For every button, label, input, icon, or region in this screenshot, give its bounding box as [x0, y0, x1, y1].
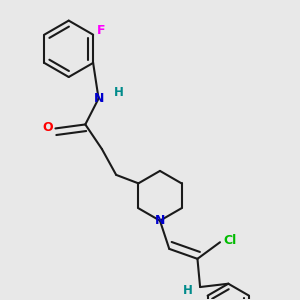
Text: H: H [114, 86, 124, 99]
Text: N: N [155, 214, 165, 227]
Text: Cl: Cl [223, 234, 237, 247]
Text: N: N [93, 92, 104, 105]
Text: F: F [97, 24, 106, 37]
Text: H: H [183, 284, 192, 297]
Text: O: O [43, 121, 53, 134]
